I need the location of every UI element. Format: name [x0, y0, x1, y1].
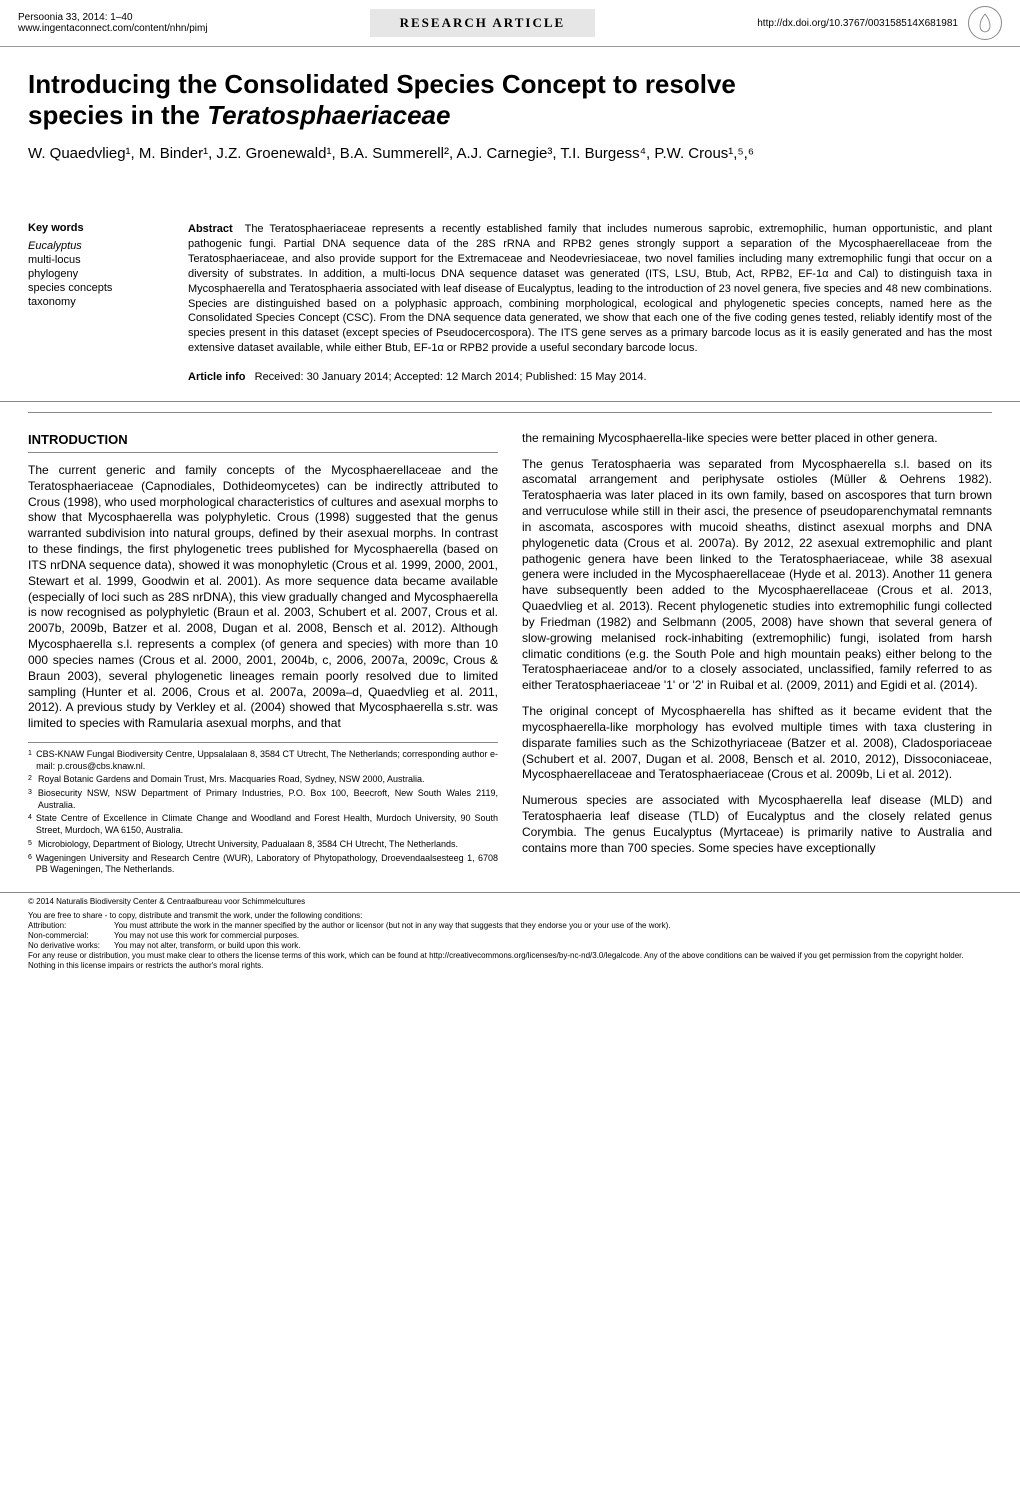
license-intro: You are free to share - to copy, distrib…	[28, 911, 992, 921]
keywords-column: Key words Eucalyptus multi-locus phyloge…	[28, 222, 188, 384]
journal-ref: Persoonia 33, 2014: 1–40	[18, 12, 208, 23]
license-row: Attribution: You must attribute the work…	[28, 921, 670, 931]
affiliation-row: 3Biosecurity NSW, NSW Department of Prim…	[28, 788, 498, 811]
keywords-title: Key words	[28, 222, 170, 234]
article-info-label: Article info	[188, 371, 245, 383]
affiliations: 1CBS-KNAW Fungal Biodiversity Centre, Up…	[28, 742, 498, 876]
header-center: RESEARCH ARTICLE	[370, 9, 596, 37]
affiliation-row: 6Wageningen University and Research Cent…	[28, 853, 498, 876]
license-row: No derivative works: You may not alter, …	[28, 941, 670, 951]
affiliation-text: Microbiology, Department of Biology, Utr…	[38, 839, 458, 851]
introduction-header: INTRODUCTION	[28, 431, 498, 453]
abstract-block: Key words Eucalyptus multi-locus phyloge…	[0, 222, 1020, 401]
keywords-list: Eucalyptus multi-locus phylogeny species…	[28, 240, 170, 308]
license-final: For any reuse or distribution, you must …	[28, 951, 992, 971]
footer: © 2014 Naturalis Biodiversity Center & C…	[0, 892, 1020, 987]
affiliation-text: Wageningen University and Research Centr…	[36, 853, 498, 876]
intro-paragraph-4: Numerous species are associated with Myc…	[522, 793, 992, 856]
body-column-left: INTRODUCTION The current generic and fam…	[28, 431, 498, 878]
affiliation-text: Royal Botanic Gardens and Domain Trust, …	[38, 774, 425, 786]
journal-logo-icon	[968, 6, 1002, 40]
affiliation-row: 2Royal Botanic Gardens and Domain Trust,…	[28, 774, 498, 786]
keyword-item: phylogeny	[28, 268, 170, 280]
header-right: http://dx.doi.org/10.3767/003158514X6819…	[757, 6, 1002, 40]
license-text: You may not use this work for commercial…	[114, 931, 670, 941]
license-row: Non-commercial: You may not use this wor…	[28, 931, 670, 941]
keyword-item: taxonomy	[28, 296, 170, 308]
affiliation-text: State Centre of Excellence in Climate Ch…	[36, 813, 498, 836]
title-line-2a: species in the	[28, 100, 207, 130]
header-left: Persoonia 33, 2014: 1–40 www.ingentaconn…	[18, 12, 208, 34]
affiliation-row: 1CBS-KNAW Fungal Biodiversity Centre, Up…	[28, 749, 498, 772]
license-label: No derivative works:	[28, 941, 114, 951]
article-info-text: Received: 30 January 2014; Accepted: 12 …	[255, 371, 647, 383]
title-line-2b: Teratosphaeriaceae	[207, 100, 450, 130]
copyright-line: © 2014 Naturalis Biodiversity Center & C…	[28, 897, 992, 907]
article-title: Introducing the Consolidated Species Con…	[28, 69, 992, 131]
keyword-item: species concepts	[28, 282, 170, 294]
body-columns: INTRODUCTION The current generic and fam…	[0, 413, 1020, 886]
affiliation-text: Biosecurity NSW, NSW Department of Prima…	[38, 788, 498, 811]
affiliation-row: 4State Centre of Excellence in Climate C…	[28, 813, 498, 836]
license-text: You must attribute the work in the manne…	[114, 921, 670, 931]
body-column-right: the remaining Mycosphaerella-like specie…	[522, 431, 992, 878]
abstract-label: Abstract	[188, 223, 233, 235]
abstract-column: Abstract The Teratosphaeriaceae represen…	[188, 222, 992, 384]
doi-link: http://dx.doi.org/10.3767/003158514X6819…	[757, 18, 958, 29]
header-bar: Persoonia 33, 2014: 1–40 www.ingentaconn…	[0, 0, 1020, 47]
license-table: Attribution: You must attribute the work…	[28, 921, 670, 951]
license-label: Non-commercial:	[28, 931, 114, 941]
affiliation-row: 5Microbiology, Department of Biology, Ut…	[28, 839, 498, 851]
intro-paragraph-1: The current generic and family concepts …	[28, 463, 498, 732]
abstract-text: Abstract The Teratosphaeriaceae represen…	[188, 222, 992, 356]
license-label: Attribution:	[28, 921, 114, 931]
keyword-item: Eucalyptus	[28, 240, 170, 252]
intro-paragraph-3: The original concept of Mycosphaerella h…	[522, 704, 992, 783]
authors: W. Quaedvlieg¹, M. Binder¹, J.Z. Groenew…	[28, 145, 992, 162]
intro-paragraph-2a: the remaining Mycosphaerella-like specie…	[522, 431, 992, 447]
affiliation-text: CBS-KNAW Fungal Biodiversity Centre, Upp…	[36, 749, 498, 772]
journal-url: www.ingentaconnect.com/content/nhn/pimj	[18, 23, 208, 34]
article-info: Article info Received: 30 January 2014; …	[188, 370, 992, 385]
license-text: You may not alter, transform, or build u…	[114, 941, 670, 951]
abstract-body: The Teratosphaeriaceae represents a rece…	[188, 223, 992, 354]
title-line-1: Introducing the Consolidated Species Con…	[28, 69, 736, 99]
title-section: Introducing the Consolidated Species Con…	[0, 47, 1020, 192]
intro-paragraph-2: The genus Teratosphaeria was separated f…	[522, 457, 992, 694]
keyword-item: multi-locus	[28, 254, 170, 266]
